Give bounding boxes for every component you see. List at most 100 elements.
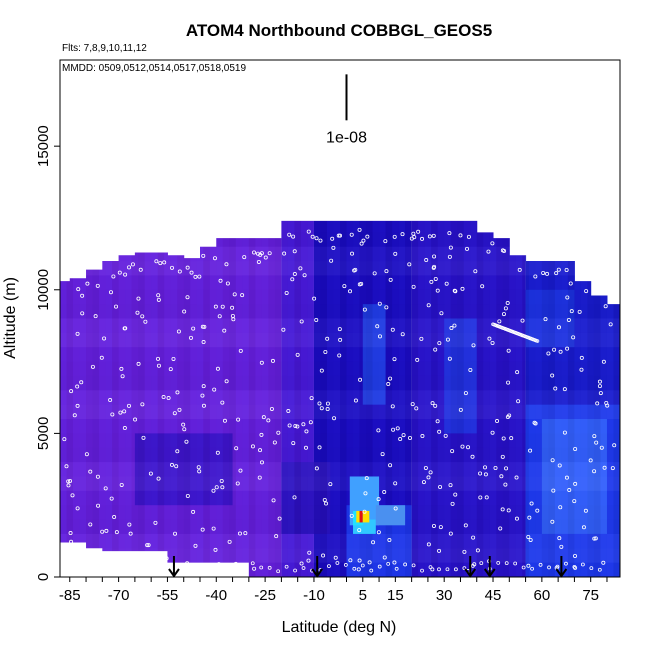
track-point [224, 379, 229, 384]
track-point [299, 561, 304, 566]
track-point [191, 326, 196, 331]
track-point [377, 564, 382, 569]
x-axis: -85 -70 -55 -40 -25 -10 5 15 30 45 60 75 [59, 577, 608, 604]
track-point [200, 527, 205, 532]
track-point [462, 549, 467, 554]
column-stripe [242, 220, 249, 577]
track-point [478, 495, 483, 500]
track-point [424, 258, 429, 263]
track-point [487, 336, 492, 341]
track-point [579, 355, 584, 360]
track-point [382, 555, 387, 560]
track-point [562, 430, 567, 435]
track-point [96, 503, 101, 508]
track-point [479, 561, 484, 566]
column-stripe [600, 220, 607, 577]
column-stripe [522, 220, 529, 577]
column-stripe [326, 220, 334, 577]
track-point [146, 543, 151, 548]
track-point [358, 377, 363, 382]
track-point [557, 536, 562, 541]
track-point [610, 466, 615, 471]
track-point [592, 536, 597, 541]
track-point [109, 496, 114, 501]
track-point [233, 561, 238, 566]
track-point [154, 259, 159, 264]
track-point [250, 561, 255, 566]
track-point [437, 548, 442, 553]
track-point [213, 547, 218, 552]
x-tick-label: 75 [582, 587, 599, 604]
track-point [317, 401, 322, 406]
track-point [123, 272, 128, 277]
track-point [185, 561, 190, 566]
track-point [156, 293, 161, 298]
track-point [329, 258, 334, 263]
track-point [568, 281, 573, 286]
track-point [117, 270, 122, 275]
x-tick-label: -55 [157, 587, 179, 604]
x-tick-label: 45 [485, 587, 502, 604]
track-point [375, 324, 380, 329]
track-point [470, 564, 475, 568]
track-point [500, 507, 505, 512]
track-point [416, 229, 421, 234]
track-point [372, 271, 377, 276]
track-point [393, 251, 398, 256]
column-stripe [528, 220, 536, 577]
track-point [597, 384, 602, 389]
track-point [201, 403, 206, 408]
column-stripe [431, 220, 438, 577]
track-point [597, 379, 602, 384]
track-point [238, 348, 243, 353]
layer-stripe [60, 462, 620, 476]
track-point [183, 567, 187, 572]
track-point [290, 277, 295, 282]
track-point [547, 565, 551, 570]
column-stripe [229, 220, 236, 577]
track-point [435, 419, 440, 424]
track-point [392, 560, 397, 565]
track-point [158, 261, 163, 266]
track-point [412, 235, 417, 240]
track-point [75, 506, 80, 511]
hotspot-cell [359, 510, 363, 523]
track-point [211, 526, 216, 531]
track-point [353, 267, 358, 272]
x-axis-label: Latitude (deg N) [282, 619, 397, 636]
track-point [317, 445, 322, 450]
track-point [388, 277, 393, 282]
track-point [284, 290, 289, 295]
track-point [321, 553, 326, 558]
column-stripe [561, 220, 568, 577]
track-point [506, 348, 511, 353]
track-point [550, 519, 555, 524]
band-cell [60, 220, 282, 577]
track-point [259, 360, 264, 365]
track-point [177, 407, 182, 412]
track-point [104, 528, 109, 533]
track-point [68, 479, 73, 484]
track-point [567, 488, 572, 493]
track-point [390, 404, 395, 409]
track-point [227, 539, 232, 544]
track-point [337, 353, 342, 358]
layer-stripe [60, 304, 620, 319]
track-point [218, 278, 223, 283]
track-point [376, 530, 381, 535]
track-point [435, 288, 440, 293]
track-point [166, 396, 171, 401]
track-point [66, 483, 71, 488]
arrow-head [483, 568, 496, 578]
track-point [325, 336, 330, 341]
track-point [216, 562, 221, 566]
track-point [145, 543, 150, 548]
track-point [114, 304, 119, 309]
track-point [478, 471, 483, 476]
column-stripe [157, 220, 165, 577]
track-point [259, 432, 264, 437]
track-point [473, 269, 478, 274]
track-point [185, 295, 190, 300]
track-point [392, 357, 397, 362]
track-point [338, 337, 343, 342]
